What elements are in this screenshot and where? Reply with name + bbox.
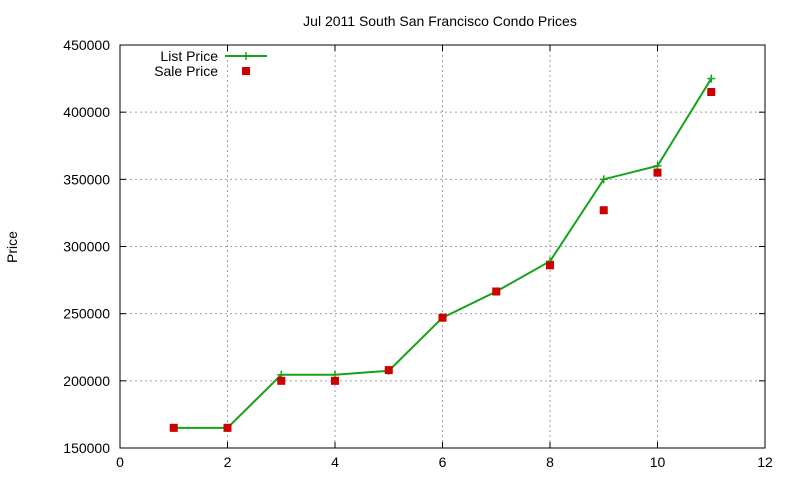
list-price-point (653, 161, 662, 170)
y-tick-label: 150000 (63, 440, 110, 456)
chart-title: Jul 2011 South San Francisco Condo Price… (303, 13, 577, 29)
sale-price-point (438, 313, 447, 322)
legend-label-sale-price: Sale Price (154, 63, 218, 79)
sale-price-point (707, 88, 716, 97)
x-tick-label: 12 (757, 454, 773, 470)
x-tick-label: 2 (224, 454, 232, 470)
x-tick-label: 4 (331, 454, 339, 470)
sale-price-point (384, 366, 393, 375)
sale-price-point (653, 168, 662, 177)
legend-label-list-price: List Price (160, 48, 218, 64)
sale-price-point (492, 287, 501, 296)
legend-sample-sale-price-marker (242, 67, 250, 75)
y-tick-label: 450000 (63, 37, 110, 53)
y-tick-label: 400000 (63, 104, 110, 120)
x-tick-label: 0 (116, 454, 124, 470)
y-tick-label: 350000 (63, 171, 110, 187)
x-tick-label: 8 (546, 454, 554, 470)
grid-layer (120, 45, 765, 448)
y-axis-label: Price (4, 231, 20, 263)
sale-price-point (331, 376, 339, 385)
x-tick-label: 6 (439, 454, 447, 470)
y-tick-label: 200000 (63, 373, 110, 389)
ticks-layer: 0 2 4 6 8 10 12 150000 200000 250000 300000 350000 4… (63, 37, 773, 470)
y-tick-label: 300000 (63, 239, 110, 255)
sale-price-point (599, 206, 608, 215)
list-price-point (707, 74, 716, 83)
legend: List Price Sale Price (154, 48, 267, 79)
list-price-point (599, 175, 608, 184)
x-tick-label: 10 (650, 454, 666, 470)
y-tick-label: 250000 (63, 306, 110, 322)
sale-price-point (546, 261, 554, 270)
series-layer (169, 74, 716, 432)
sale-price-point (277, 376, 286, 385)
sale-price-point (169, 423, 178, 432)
sale-price-point (223, 423, 232, 432)
